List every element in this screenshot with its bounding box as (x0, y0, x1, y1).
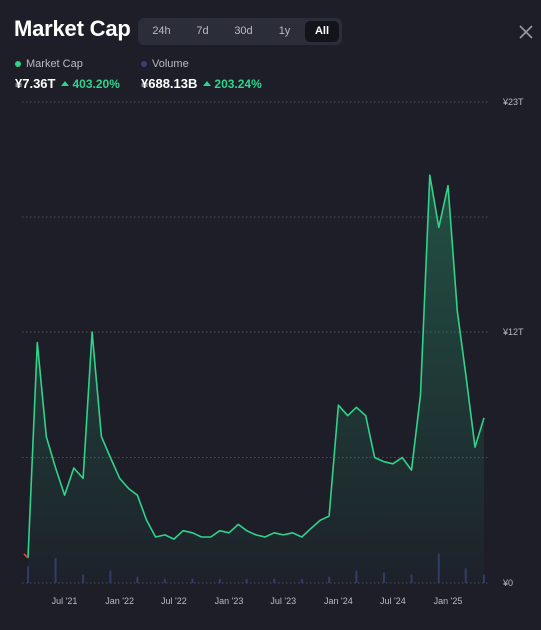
close-icon[interactable] (516, 22, 536, 42)
y-tick-label: ¥0 (502, 578, 513, 588)
volume-change-value: 203.24% (214, 76, 262, 91)
market-cap-summary: ¥7.36T 403.20% (15, 76, 120, 91)
tab-all[interactable]: All (305, 21, 339, 42)
page-title: Market Cap (14, 16, 131, 41)
x-tick-label: Jul '23 (270, 596, 296, 606)
y-tick-label: ¥23T (502, 97, 524, 107)
market-cap-line (27, 174, 485, 558)
tab-30d[interactable]: 30d (234, 25, 253, 37)
time-range-tabs: 24h 7d 30d 1y All (138, 18, 342, 45)
tab-7d[interactable]: 7d (196, 25, 209, 37)
tab-1y[interactable]: 1y (278, 25, 291, 37)
x-tick-label: Jul '22 (161, 596, 187, 606)
volume-change: 203.24% (203, 76, 262, 91)
up-triangle-icon (61, 81, 70, 86)
market-cap-change: 403.20% (61, 76, 120, 91)
volume-dot-icon (141, 61, 147, 67)
volume-summary: ¥688.13B 203.24% (141, 76, 262, 91)
market-cap-value: ¥7.36T (15, 76, 56, 91)
volume-value: ¥688.13B (141, 76, 198, 91)
y-tick-label: ¥12T (502, 327, 524, 337)
x-tick-label: Jan '22 (105, 596, 134, 606)
x-tick-label: Jan '25 (434, 596, 463, 606)
legend-market-cap-label: Market Cap (26, 58, 83, 70)
tab-24h[interactable]: 24h (152, 25, 171, 37)
legend-volume-label: Volume (152, 58, 189, 70)
up-triangle-icon (203, 81, 212, 86)
market-cap-chart: ¥23T ¥12T ¥0 Jul '21 Jan '22 Jul '22 Jan '23 Ju… (22, 97, 524, 606)
x-tick-label: Jul '21 (52, 596, 78, 606)
x-tick-label: Jan '23 (215, 596, 244, 606)
x-tick-label: Jul '24 (380, 596, 406, 606)
market-cap-start-segment (23, 553, 29, 559)
market-cap-change-value: 403.20% (72, 76, 120, 91)
x-tick-label: Jan '24 (324, 596, 353, 606)
legend-market-cap: Market Cap (15, 58, 83, 70)
market-cap-area (28, 175, 484, 583)
legend-volume: Volume (141, 58, 189, 70)
market-cap-dot-icon (15, 61, 21, 67)
